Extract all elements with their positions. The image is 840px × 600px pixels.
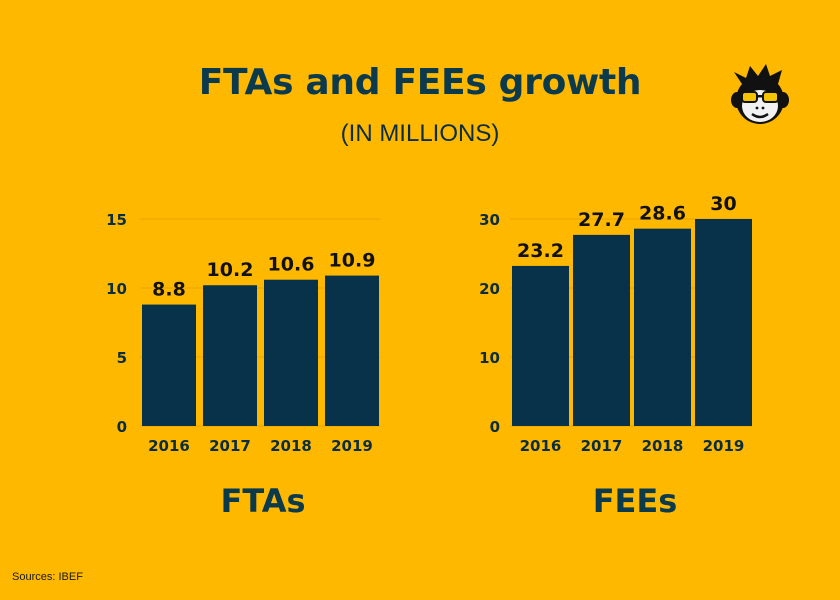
x-tick-label: 2019 <box>703 437 745 455</box>
y-tick-label: 10 <box>106 280 127 298</box>
x-tick-label: 2016 <box>520 437 562 455</box>
y-tick-label: 5 <box>117 349 127 367</box>
bar <box>203 285 257 426</box>
source-note: Sources: IBEF <box>12 571 83 583</box>
chart-2-title: FEEs <box>592 482 678 520</box>
data-label: 8.8 <box>152 279 186 301</box>
chart-subtitle: (IN MILLIONS) <box>340 120 500 147</box>
data-label: 10.6 <box>268 254 315 276</box>
monkey-sunglasses-icon <box>731 64 789 124</box>
x-tick-label: 2016 <box>148 437 190 455</box>
data-label: 10.9 <box>329 250 376 272</box>
bar <box>142 304 196 426</box>
y-tick-label: 30 <box>479 211 500 229</box>
bar <box>695 219 752 426</box>
chart-1-title: FTAs <box>220 482 306 520</box>
x-tick-label: 2017 <box>209 437 251 455</box>
bar <box>325 275 379 426</box>
y-tick-label: 20 <box>479 280 500 298</box>
y-tick-label: 0 <box>490 418 500 436</box>
data-label: 27.7 <box>578 209 625 231</box>
x-tick-label: 2019 <box>331 437 373 455</box>
bar <box>573 234 630 426</box>
data-label: 23.2 <box>517 240 564 262</box>
x-tick-label: 2018 <box>270 437 312 455</box>
bar <box>264 279 318 426</box>
y-tick-label: 15 <box>106 211 127 229</box>
data-label: 30 <box>710 193 736 215</box>
x-tick-label: 2018 <box>642 437 684 455</box>
x-tick-label: 2017 <box>581 437 623 455</box>
data-label: 28.6 <box>639 203 686 225</box>
y-tick-label: 10 <box>479 349 500 367</box>
bar <box>634 228 691 426</box>
chart-title: FTAs and FEEs growth <box>198 62 642 103</box>
data-label: 10.2 <box>207 259 254 281</box>
y-tick-label: 0 <box>117 418 127 436</box>
bar <box>512 265 569 426</box>
